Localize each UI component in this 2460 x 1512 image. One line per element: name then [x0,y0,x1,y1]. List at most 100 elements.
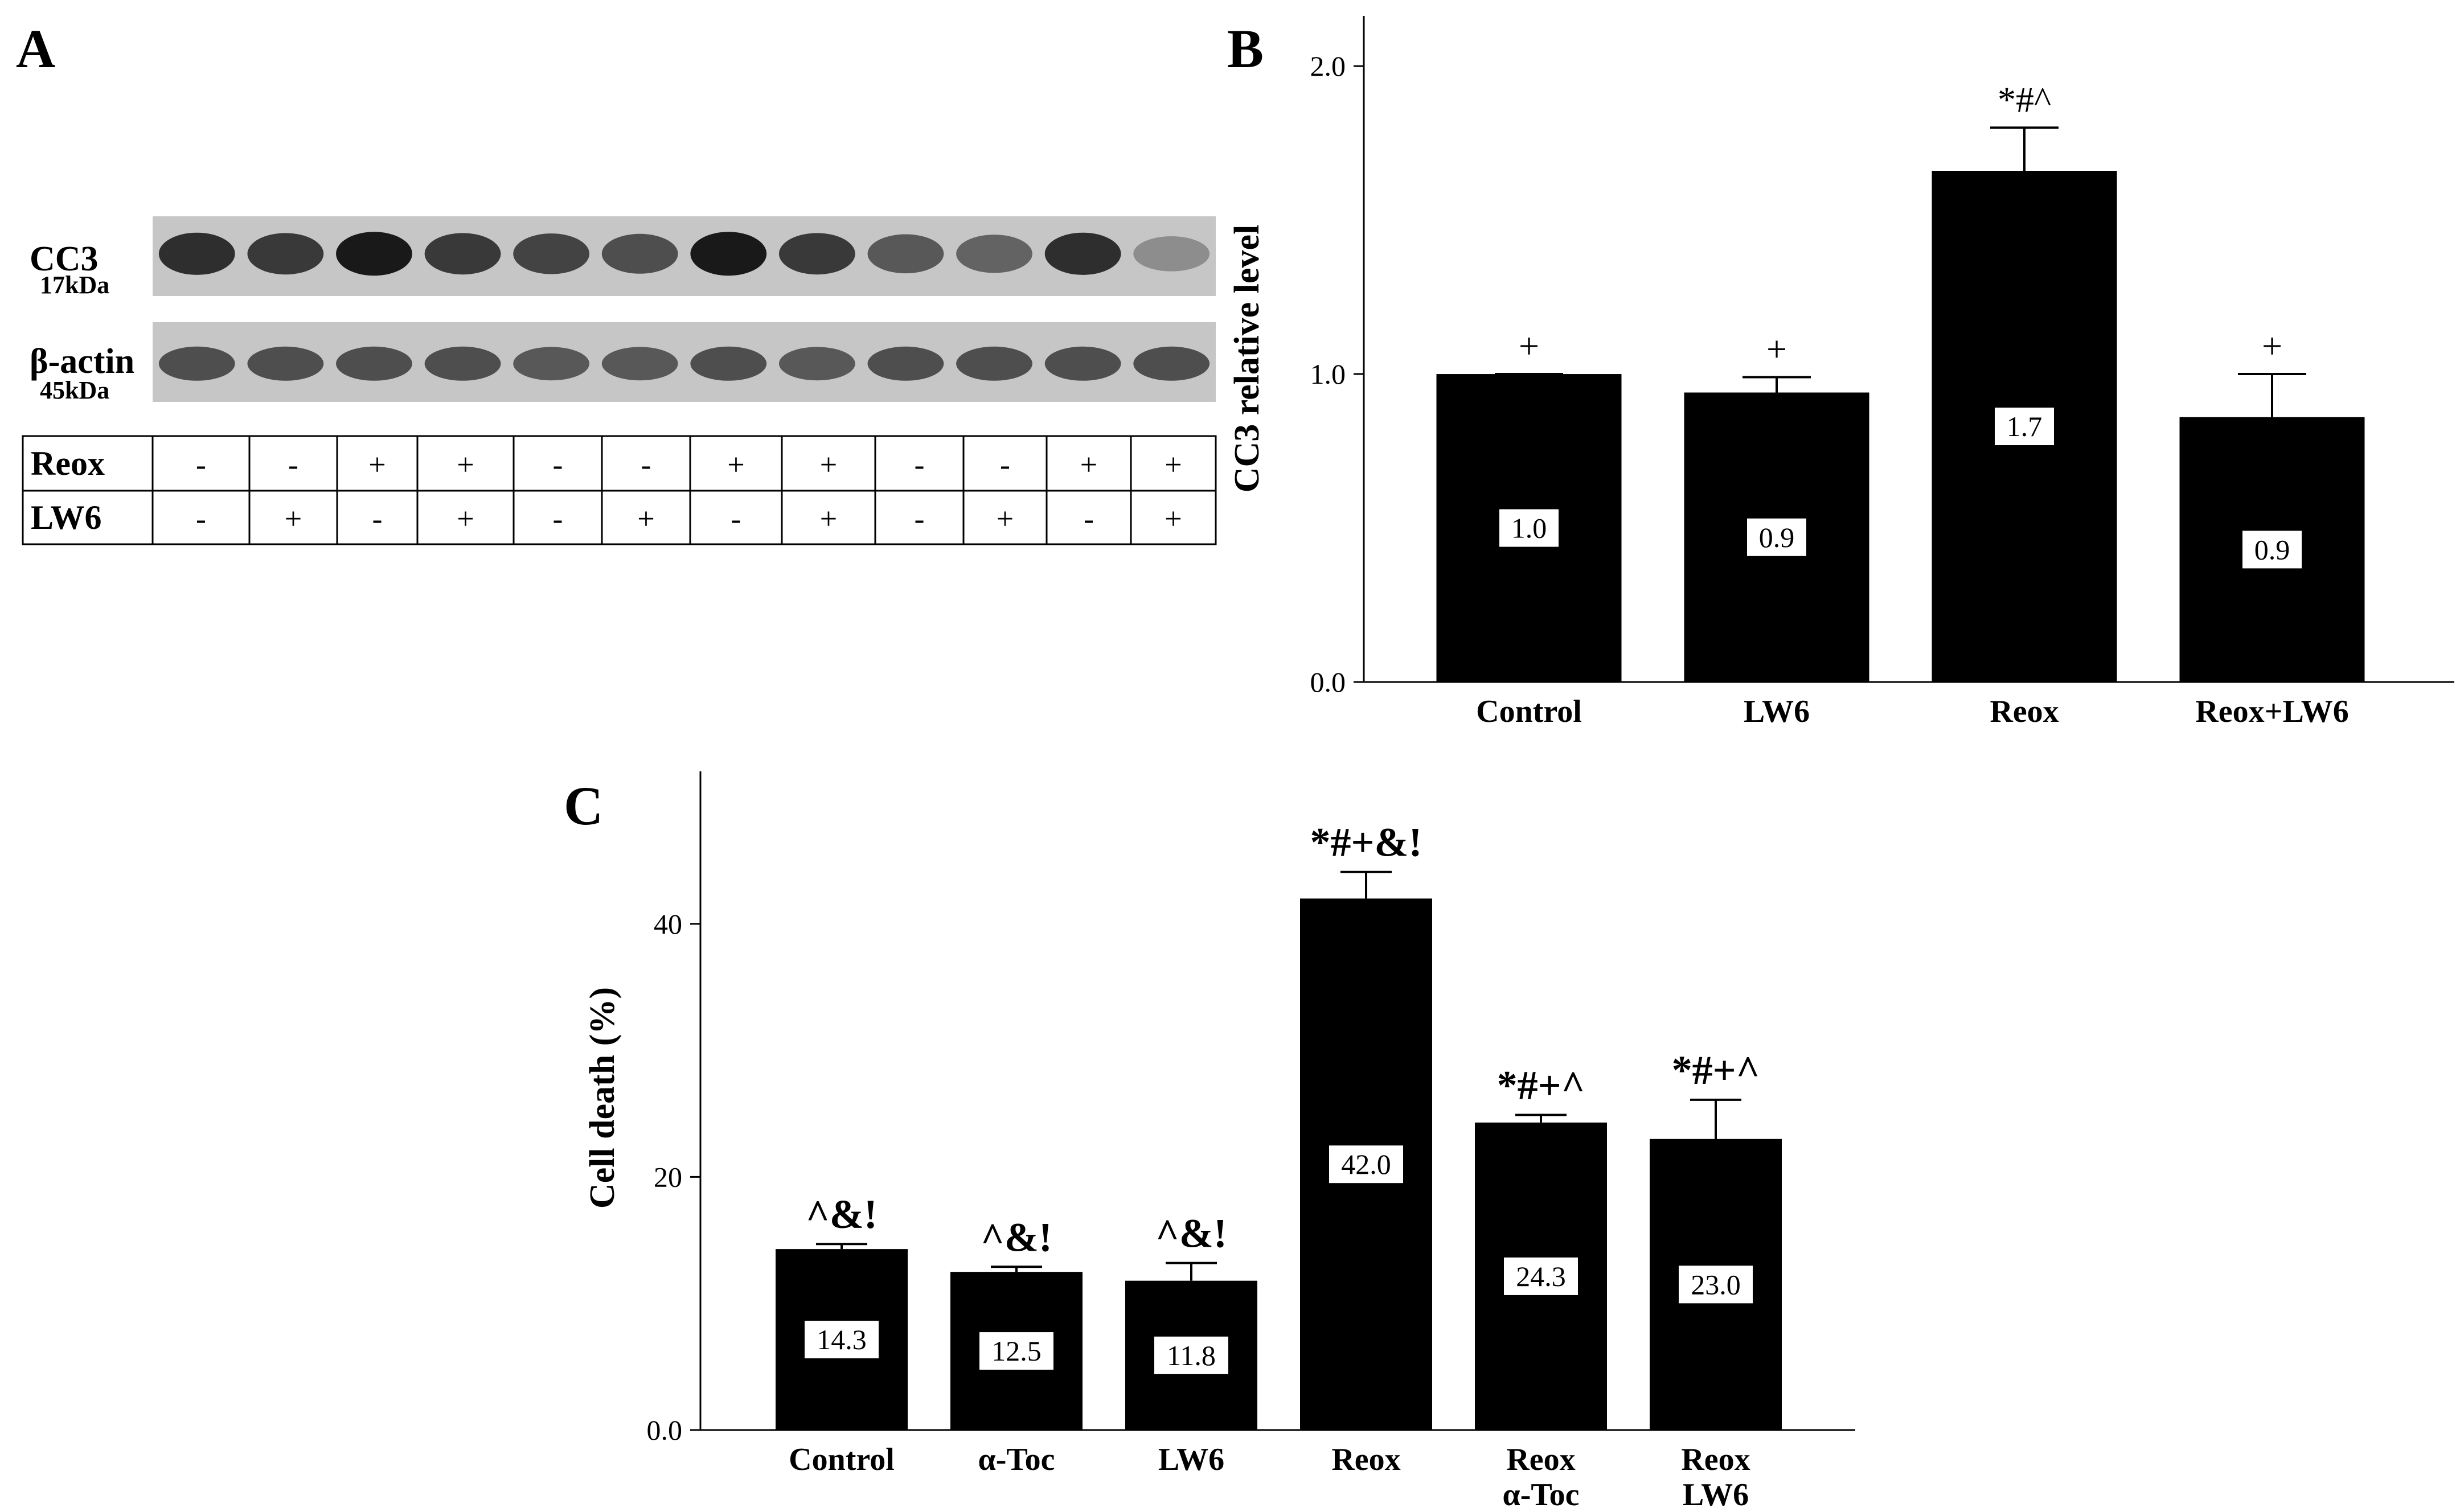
significance-annotation: *#^ [1998,79,2051,120]
data-label-box [805,1321,879,1359]
significance-annotation: ^&! [1155,1211,1227,1256]
condition-cell: - [915,447,925,482]
actin-label: β-actin [30,342,134,381]
condition-cell: + [1165,447,1182,482]
cc3-blot-band [956,235,1032,273]
category-label: LW6 [1683,1477,1749,1512]
data-label-box [1504,1257,1578,1295]
data-label-box [1154,1336,1228,1374]
panel-a-letter: A [16,18,55,79]
y-tick-label: 0.0 [647,1414,683,1446]
cc3-blot-band [1044,232,1121,275]
data-label-box [1995,408,2054,446]
condition-cell: - [288,447,298,482]
condition-cell: - [915,502,925,536]
condition-cell: + [457,447,474,482]
cc3-label: CC3 [30,240,99,278]
cc3-blot-band [336,232,412,276]
condition-cell: - [641,447,651,482]
significance-annotation: + [2262,326,2282,366]
condition-cell: - [196,502,206,536]
actin-blot-background [153,322,1216,402]
data-label: 14.3 [817,1324,867,1355]
chart-c-marks: 0.0 20 40 Cell death (%) ^&! 14.3 Control ^&! 12… [583,771,1855,1512]
y-tick-label: 2.0 [1310,50,1346,82]
condition-cell: + [368,447,386,482]
condition-cell: + [637,502,654,536]
cc3-blot-band [867,234,944,274]
category-label: Reox [1681,1442,1750,1477]
chart-b-marks: 0.0 1.0 2.0 CC3 relative level +1.0 Control +0… [1228,16,2454,729]
y-tick-label: 0.0 [1310,666,1346,698]
y-tick-label: 1.0 [1310,358,1346,390]
data-label: 23.0 [1691,1268,1741,1300]
data-label: 12.5 [991,1335,1042,1367]
data-label: 0.9 [2254,533,2290,565]
cc3-blot-band [158,232,235,275]
significance-annotation: ^&! [806,1191,878,1237]
panel-b-letter: B [1227,18,1264,79]
panel-b-chart: B 0.0 1.0 2.0 CC3 relative level +1.0 Control… [1227,16,2454,729]
y-tick-label: 40 [654,908,682,940]
actin-blot-band [336,346,412,381]
blot-images [153,216,1216,402]
actin-blot-band [1044,346,1121,381]
category-label: α-Toc [978,1442,1055,1477]
data-label: 0.9 [1759,521,1795,553]
panel-c-chart: C 0.0 20 40 Cell death (%) ^&! 14.3 Control ^&!… [564,771,1855,1512]
cc3-blot-band [601,233,678,274]
condition-cell: - [1000,447,1010,482]
condition-cell: - [196,447,206,482]
data-label-box [2242,531,2302,569]
significance-annotation: *#+^ [1672,1047,1760,1093]
data-label-box [1747,518,1806,556]
data-label-box [1499,509,1559,547]
cc3-blot-band [513,233,590,274]
condition-cell: - [1084,502,1094,536]
significance-annotation: + [1519,326,1539,366]
data-label-box [1679,1266,1753,1304]
cc3-kda-label: 17kDa [40,271,109,299]
y-tick-label: 20 [654,1161,682,1193]
data-label-box [979,1332,1053,1370]
condition-cell: - [553,447,563,482]
category-label: α-Toc [1503,1477,1580,1512]
data-label-box [1329,1145,1403,1184]
condition-cell: + [727,447,744,482]
category-label: Reox [1990,694,2059,729]
cc3-blot-band [690,232,767,276]
category-label: LW6 [1158,1442,1224,1477]
condition-cell: - [372,502,383,536]
condition-cell: + [1080,447,1097,482]
actin-blot-band [956,346,1032,381]
actin-blot-band [778,347,855,381]
actin-blot-band [247,346,324,381]
actin-blot-band [158,346,235,381]
actin-kda-label: 45kDa [40,376,109,404]
category-label: Control [789,1442,895,1477]
condition-cell: + [457,502,474,536]
y-axis-title: CC3 relative level [1228,225,1266,493]
category-label: Reox [1506,1442,1575,1477]
cc3-blot-band [1133,236,1210,272]
actin-blot-band [867,346,944,381]
actin-blot-band [690,346,767,381]
condition-cell: + [820,447,837,482]
data-label: 11.8 [1167,1340,1216,1371]
condition-cell: + [1165,502,1182,536]
condition-cell: - [731,502,741,536]
significance-annotation: + [1766,328,1787,369]
actin-blot-band [1133,346,1210,381]
condition-cell: - [553,502,563,536]
data-label: 42.0 [1341,1148,1391,1180]
cc3-blot-background [153,216,1216,296]
condition-label-reox: Reox [31,445,105,482]
actin-blot-band [601,347,678,381]
data-label: 24.3 [1516,1260,1566,1292]
panel-c-letter: C [564,775,603,836]
cc3-blot-band [424,233,501,275]
significance-annotation: *#+^ [1497,1063,1585,1108]
condition-cell: + [820,502,837,536]
panel-a-western-blot: A CC3 17kDa β-actin 45kDa Reox - - + + - - + + - -… [16,18,1217,545]
condition-table: Reox - - + + - - + + - - + + LW6 - + - + - + - + - + - + [22,435,1217,545]
